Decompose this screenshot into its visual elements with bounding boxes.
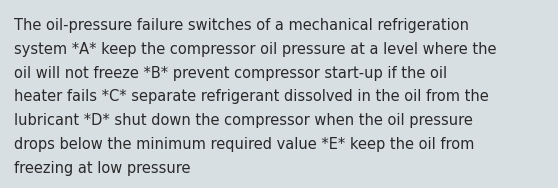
Text: lubricant *D* shut down the compressor when the oil pressure: lubricant *D* shut down the compressor w… bbox=[14, 113, 473, 128]
Text: system *A* keep the compressor oil pressure at a level where the: system *A* keep the compressor oil press… bbox=[14, 42, 497, 57]
Text: heater fails *C* separate refrigerant dissolved in the oil from the: heater fails *C* separate refrigerant di… bbox=[14, 89, 489, 104]
Text: drops below the minimum required value *E* keep the oil from: drops below the minimum required value *… bbox=[14, 137, 474, 152]
Text: The oil-pressure failure switches of a mechanical refrigeration: The oil-pressure failure switches of a m… bbox=[14, 18, 469, 33]
Text: oil will not freeze *B* prevent compressor start-up if the oil: oil will not freeze *B* prevent compress… bbox=[14, 66, 447, 81]
Text: freezing at low pressure: freezing at low pressure bbox=[14, 161, 190, 176]
